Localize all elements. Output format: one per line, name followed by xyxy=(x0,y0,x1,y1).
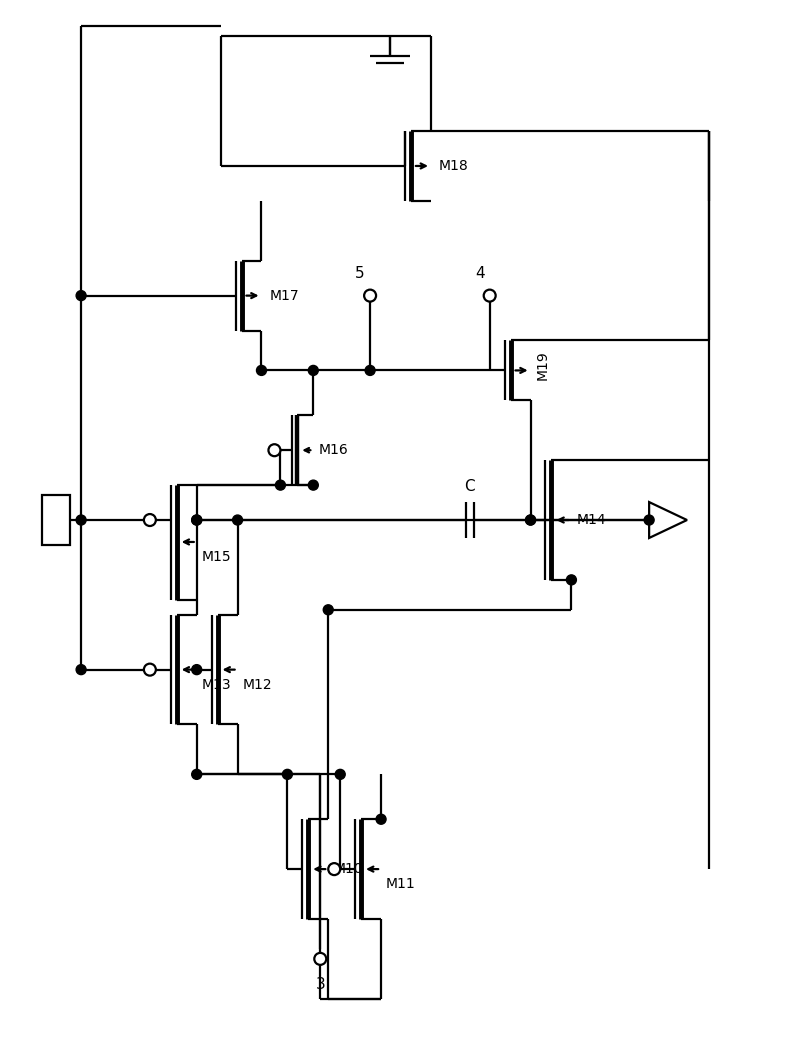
Circle shape xyxy=(308,366,318,375)
Circle shape xyxy=(644,515,654,525)
Text: 4: 4 xyxy=(475,266,485,281)
Circle shape xyxy=(192,515,202,525)
Circle shape xyxy=(192,665,202,674)
Circle shape xyxy=(328,863,340,876)
Circle shape xyxy=(144,664,156,675)
Circle shape xyxy=(76,290,86,301)
Circle shape xyxy=(282,770,292,779)
Circle shape xyxy=(314,953,326,965)
Text: M17: M17 xyxy=(270,288,299,302)
Text: M16: M16 xyxy=(318,443,348,457)
Circle shape xyxy=(192,515,202,525)
Circle shape xyxy=(526,515,535,525)
Text: M19: M19 xyxy=(535,351,550,381)
Circle shape xyxy=(269,444,281,456)
Circle shape xyxy=(76,515,86,525)
Circle shape xyxy=(335,770,345,779)
Text: 3: 3 xyxy=(315,977,325,992)
Text: M13: M13 xyxy=(202,677,231,691)
Text: M14: M14 xyxy=(576,513,606,527)
Circle shape xyxy=(365,366,375,375)
Circle shape xyxy=(233,515,242,525)
Text: 5: 5 xyxy=(355,266,365,281)
Circle shape xyxy=(192,770,202,779)
Circle shape xyxy=(76,665,86,674)
Circle shape xyxy=(275,480,286,490)
Text: M15: M15 xyxy=(202,550,231,564)
Text: C: C xyxy=(465,479,475,494)
Circle shape xyxy=(144,514,156,526)
Circle shape xyxy=(526,515,535,525)
Text: M18: M18 xyxy=(439,159,469,173)
Circle shape xyxy=(308,480,318,490)
Circle shape xyxy=(257,366,266,375)
Circle shape xyxy=(566,575,576,585)
Circle shape xyxy=(364,289,376,302)
Text: M12: M12 xyxy=(242,677,272,691)
Circle shape xyxy=(323,605,334,615)
Circle shape xyxy=(484,289,496,302)
Bar xyxy=(42,495,70,545)
Circle shape xyxy=(376,814,386,825)
Text: M11: M11 xyxy=(386,877,416,891)
Text: M10: M10 xyxy=(334,862,363,877)
